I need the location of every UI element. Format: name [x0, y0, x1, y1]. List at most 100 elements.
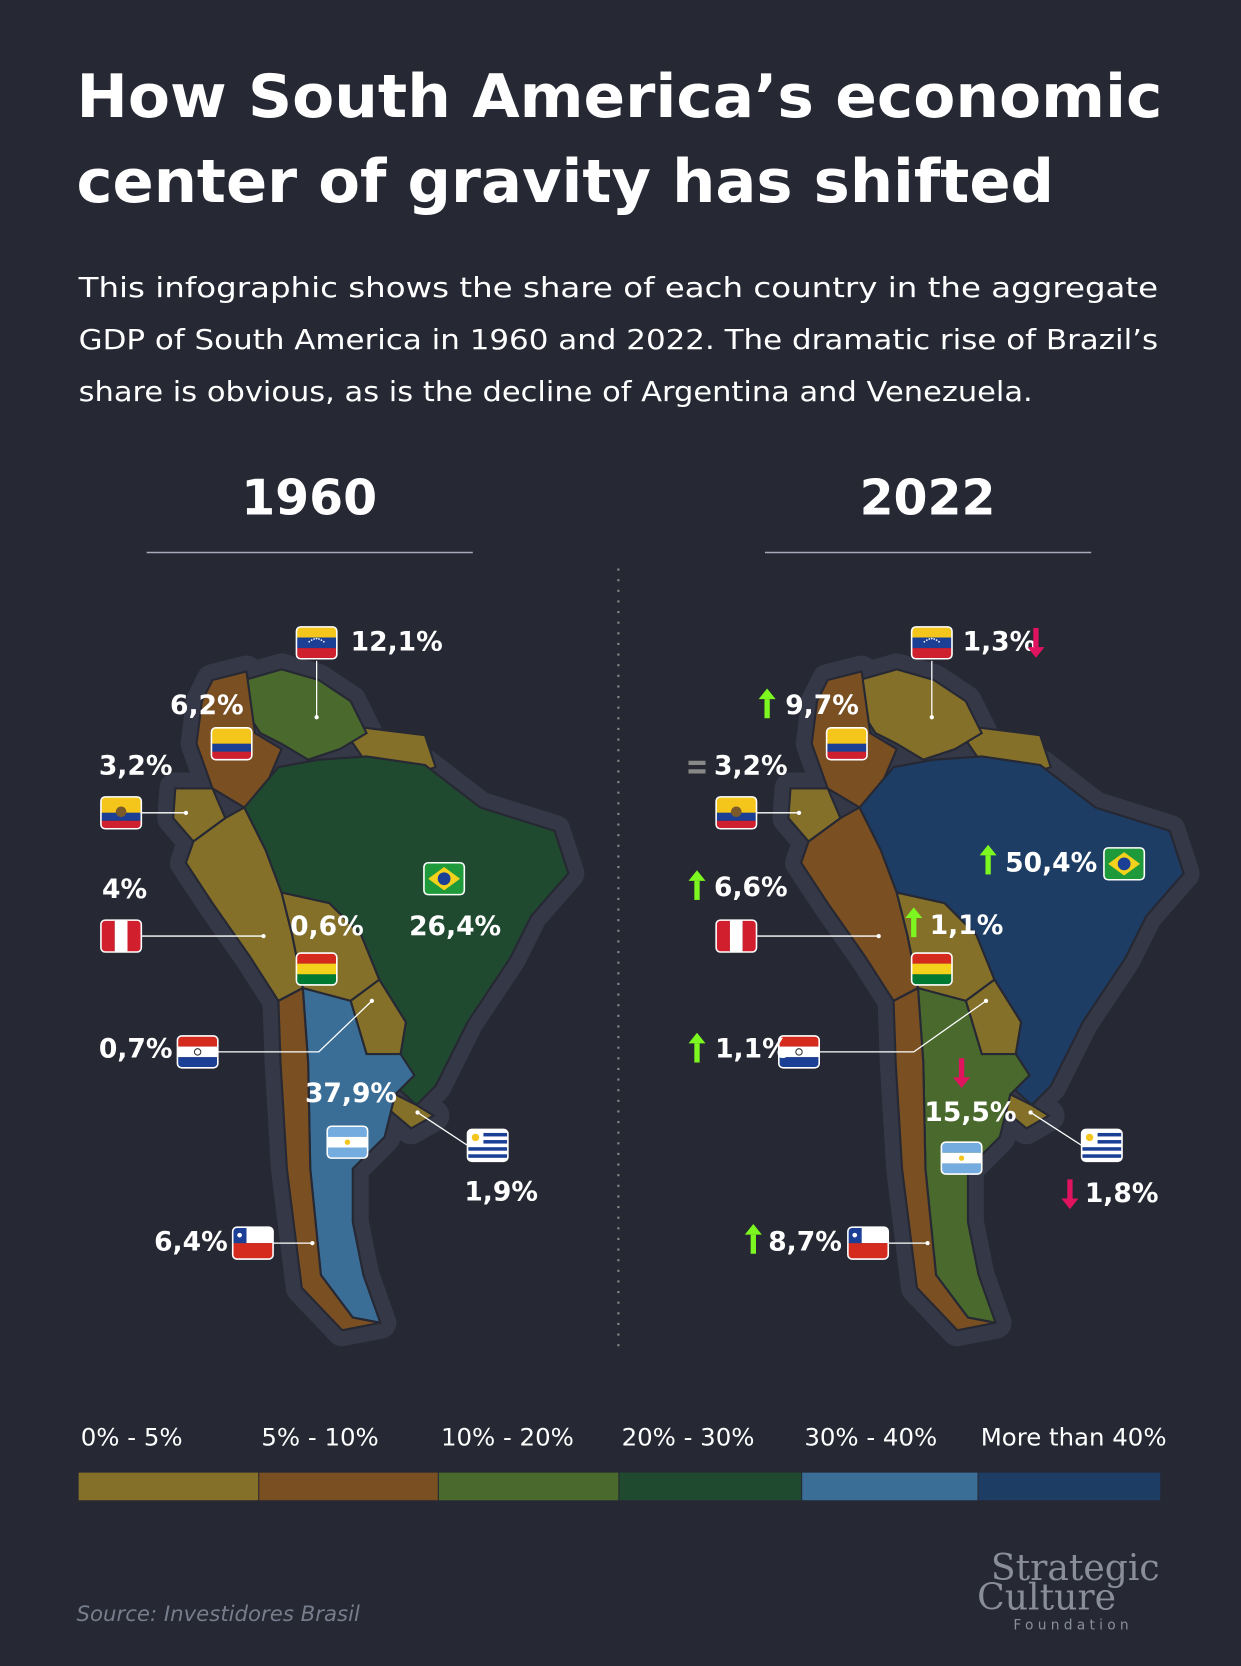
share-label: 12,1% — [351, 626, 443, 657]
flag-border — [825, 727, 868, 761]
flag-part — [211, 751, 252, 760]
flag — [778, 1035, 820, 1069]
down-arrow — [1033, 627, 1039, 648]
region — [1004, 1092, 1051, 1130]
flag-part — [310, 639, 313, 642]
flag — [176, 1035, 219, 1069]
title-line: center of gravity has shifted — [77, 148, 1055, 217]
flag-part — [114, 920, 128, 952]
flag-part — [177, 1057, 218, 1068]
leader-line — [1030, 1111, 1082, 1146]
flag-border — [295, 952, 338, 986]
flag-part — [925, 639, 928, 642]
down-arrow — [1061, 1198, 1079, 1210]
flag-part — [296, 626, 337, 638]
region — [892, 986, 996, 1332]
leader-line — [417, 1111, 468, 1146]
legend-swatch — [802, 1472, 978, 1501]
leader-dot — [183, 810, 189, 815]
flag-part — [296, 637, 337, 649]
share-label: 6,4% — [154, 1227, 228, 1258]
legend-label: 10% - 20% — [441, 1423, 574, 1452]
flag-part — [437, 872, 451, 886]
subtitle-line: GDP of South America in 1960 and 2022. T… — [79, 323, 1159, 356]
flag-body — [423, 862, 465, 895]
source: Source: Investidores Brasil — [77, 1602, 360, 1627]
logo-text: Foundation — [1013, 1618, 1133, 1634]
flag-body — [232, 1227, 274, 1260]
flag-body — [467, 1129, 508, 1162]
flag-part — [938, 640, 940, 643]
legend-swatch — [438, 1472, 619, 1501]
flag-part — [778, 1035, 820, 1047]
region — [243, 668, 368, 761]
equal-sign — [688, 760, 706, 765]
flag-part — [327, 1147, 368, 1159]
leader-dot — [314, 715, 319, 720]
flag-part — [923, 640, 926, 643]
flag-part — [296, 974, 337, 985]
flag-part — [778, 1046, 820, 1058]
flag-body — [911, 953, 952, 985]
flag-body — [211, 727, 252, 760]
flag-part — [847, 1243, 889, 1260]
flag — [910, 626, 953, 660]
leader-line — [819, 1000, 987, 1053]
flag-part — [729, 920, 743, 952]
flag-border — [210, 727, 253, 761]
subtitle-line: share is obvious, as is the decline of A… — [79, 375, 1033, 408]
down-arrow — [1067, 1179, 1073, 1199]
subtitle-line: This infographic shows the share of each… — [77, 271, 1158, 304]
share-label: 4% — [102, 874, 147, 905]
flag-part — [958, 1155, 965, 1161]
share-label: 8,7% — [768, 1227, 842, 1258]
flag-part — [471, 1133, 480, 1142]
flag — [910, 952, 953, 986]
region — [389, 1092, 436, 1130]
flag-part — [467, 1140, 508, 1144]
region — [858, 668, 984, 761]
flag-body — [100, 796, 142, 829]
legend-swatch — [619, 1472, 802, 1501]
flag-part — [941, 1142, 982, 1153]
flag-body — [716, 920, 757, 952]
flag-part — [308, 640, 311, 643]
region — [277, 986, 381, 1332]
map — [157, 653, 585, 1347]
share-label: 0,6% — [290, 911, 364, 942]
flag-body — [941, 1142, 982, 1175]
up-arrow — [694, 880, 700, 900]
flag-part — [911, 953, 952, 964]
leader-dot — [925, 1241, 930, 1246]
flag — [825, 727, 868, 761]
leader-dot — [876, 933, 881, 939]
flag-body — [177, 1035, 218, 1068]
flag-border — [778, 1035, 820, 1069]
flag-part — [826, 743, 867, 752]
flag-part — [852, 1232, 858, 1238]
flag-body — [1103, 847, 1145, 880]
flag-part — [716, 796, 757, 813]
flag-border — [326, 1125, 369, 1159]
flag-part — [911, 963, 952, 975]
flag-part — [177, 1046, 218, 1058]
flag-part — [731, 806, 742, 818]
flag — [715, 919, 758, 953]
flag-part — [795, 1048, 803, 1056]
flag-border — [847, 1226, 890, 1260]
share-label: 3,2% — [714, 751, 788, 782]
legend-swatch — [978, 1472, 1161, 1501]
flag-part — [742, 920, 757, 952]
flag-part — [1081, 1154, 1122, 1158]
legend-swatch — [78, 1472, 259, 1501]
legend-label: 20% - 30% — [622, 1423, 755, 1452]
flag-body — [847, 1227, 889, 1260]
share-label: 6,2% — [170, 690, 244, 721]
flag-border — [423, 861, 466, 896]
flag-border — [100, 796, 143, 830]
flag-part — [211, 727, 252, 744]
share-label: 50,4% — [1005, 847, 1097, 878]
share-label: 37,9% — [305, 1078, 397, 1109]
share-label: 15,5% — [924, 1097, 1016, 1128]
